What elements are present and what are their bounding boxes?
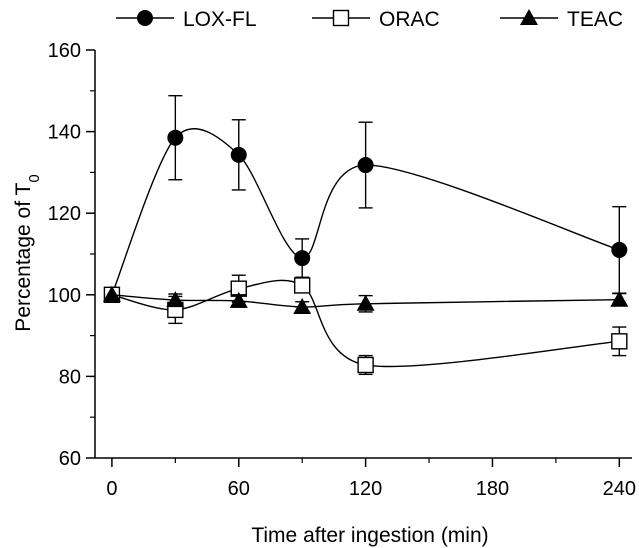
data-point [102,285,121,302]
x-axis-label: Time after ingestion (min) [251,524,488,547]
data-point [293,277,311,294]
series-layer [102,94,629,376]
axes: 60 80 100 120 140 160 0 60 120 180 240 [48,40,636,500]
x-tick-label: 0 [106,478,117,500]
data-point [167,129,184,146]
legend-label: ORAC [379,8,440,31]
x-tick-label: 120 [349,478,382,500]
data-point [166,291,185,308]
y-tick-label: 100 [48,285,81,307]
legend-item: ORAC [312,8,440,31]
data-point [357,157,374,174]
x-tick-label: 180 [476,478,509,500]
y-tick-label: 120 [48,203,81,225]
data-point [611,241,628,258]
series-line [111,128,620,296]
data-point [356,294,375,311]
series-teac [102,285,629,315]
y-axis-label-text: Percentage of T [12,182,35,331]
data-point [610,290,629,307]
y-tick-label: 160 [48,40,81,62]
series-lox-fl [103,94,628,303]
legend-label: TEAC [567,8,623,31]
data-point [611,333,628,350]
x-tick-label: 60 [228,478,250,500]
series-line [111,279,620,368]
series-orac [103,274,628,376]
y-tick-label: 80 [59,366,81,388]
y-axis-label-subscript: 0 [26,174,43,182]
legend-marker [332,9,350,27]
x-tick-label: 240 [603,478,636,500]
legend-item: LOX-FL [116,8,257,31]
data-point [230,146,247,163]
data-point [293,298,312,315]
y-axis-label: Percentage of T0 [12,174,43,331]
data-point [294,250,311,267]
legend-item: TEAC [500,8,623,31]
data-point [229,291,248,308]
legend-marker [137,10,153,26]
y-tick-label: 140 [48,122,81,144]
legend-label: LOX-FL [183,8,257,31]
legend-marker [520,9,538,25]
y-tick-label: 60 [59,448,81,470]
legend: LOX-FL ORAC TEAC [116,8,623,31]
data-point [357,356,374,374]
